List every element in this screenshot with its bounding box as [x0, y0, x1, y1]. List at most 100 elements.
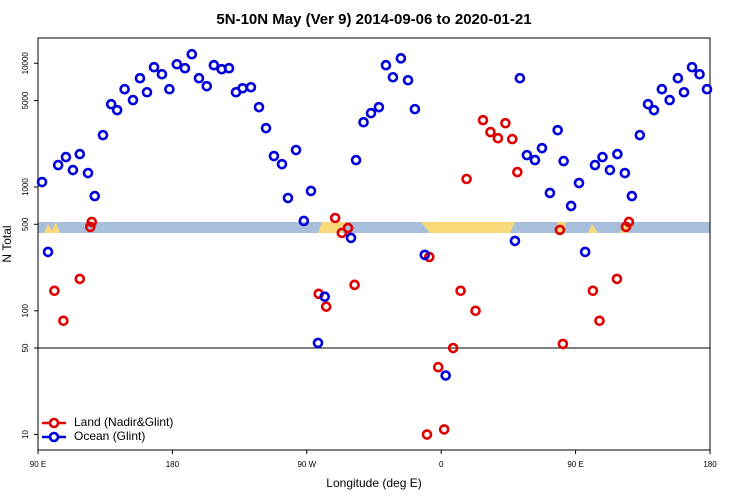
point	[656, 83, 668, 95]
point	[395, 53, 407, 64]
point	[648, 104, 660, 116]
legend-marker	[48, 417, 60, 429]
point	[589, 159, 601, 171]
point	[186, 48, 198, 60]
point	[179, 62, 191, 74]
x-tick-label: 0	[439, 460, 444, 469]
legend-marker	[48, 431, 60, 443]
point	[164, 83, 175, 95]
point	[52, 159, 64, 171]
point	[336, 227, 348, 239]
y-tick-label: 50	[21, 343, 30, 352]
point	[512, 166, 523, 178]
point	[678, 86, 690, 98]
point	[358, 116, 369, 128]
point	[282, 192, 294, 204]
point	[594, 315, 605, 327]
point	[127, 94, 139, 106]
y-tick-label: 5000	[21, 91, 30, 109]
legend-label: Land (Nadir&Glint)	[74, 415, 173, 429]
point	[237, 82, 248, 94]
point	[148, 61, 160, 73]
point	[84, 221, 96, 233]
point	[42, 246, 54, 258]
point	[58, 315, 69, 327]
point	[521, 149, 533, 161]
point	[60, 151, 72, 163]
point	[208, 59, 220, 71]
point	[686, 61, 698, 73]
point	[276, 158, 288, 170]
point	[461, 173, 472, 185]
x-tick-label: 90 E	[567, 460, 583, 469]
point	[223, 62, 235, 74]
point	[89, 190, 101, 202]
point	[565, 200, 577, 212]
point	[312, 337, 324, 349]
point	[36, 176, 48, 188]
point	[514, 72, 526, 84]
point	[320, 301, 332, 312]
point	[119, 83, 130, 95]
point	[587, 285, 599, 297]
point	[156, 68, 168, 80]
point	[664, 94, 675, 106]
point	[619, 167, 631, 179]
x-tick-label: 180	[166, 460, 180, 469]
point	[604, 164, 616, 176]
point	[438, 424, 450, 435]
point	[509, 235, 521, 247]
point	[111, 104, 123, 116]
point	[350, 154, 362, 166]
point	[536, 142, 548, 154]
point	[492, 132, 504, 144]
point	[529, 154, 541, 166]
point	[105, 98, 117, 110]
point	[342, 222, 354, 234]
point	[290, 144, 302, 156]
point	[409, 103, 421, 115]
y-tick-label: 10	[21, 430, 30, 439]
point	[626, 190, 638, 202]
x-tick-label: 180	[703, 460, 717, 469]
point	[201, 80, 213, 92]
point	[455, 285, 466, 297]
point	[193, 72, 205, 84]
point	[506, 133, 518, 145]
point	[447, 342, 459, 354]
point	[552, 124, 563, 136]
point	[245, 81, 257, 93]
point	[49, 285, 60, 297]
point	[500, 117, 511, 129]
point	[305, 185, 317, 197]
land-patches	[44, 222, 630, 233]
point	[558, 155, 569, 167]
point	[345, 232, 357, 244]
point	[642, 98, 654, 110]
point	[554, 224, 566, 236]
y-tick-label: 500	[21, 217, 30, 231]
point	[485, 126, 496, 138]
point	[260, 122, 272, 134]
point	[421, 429, 433, 440]
point	[402, 74, 414, 86]
point	[579, 246, 591, 258]
y-tick-label: 100	[21, 304, 30, 318]
point	[97, 129, 109, 141]
point	[557, 338, 569, 350]
point	[573, 177, 585, 189]
point	[373, 101, 385, 113]
y-axis-label: N Total	[0, 225, 14, 262]
point	[349, 279, 360, 291]
point	[387, 71, 399, 83]
point	[298, 215, 310, 227]
point	[612, 148, 623, 160]
x-tick-label: 90 W	[297, 460, 316, 469]
point	[86, 216, 98, 228]
x-axis-label: Longitude (deg E)	[326, 476, 421, 490]
point	[440, 370, 451, 381]
point	[171, 58, 183, 70]
plot-frame	[37, 37, 711, 451]
point	[319, 291, 331, 302]
